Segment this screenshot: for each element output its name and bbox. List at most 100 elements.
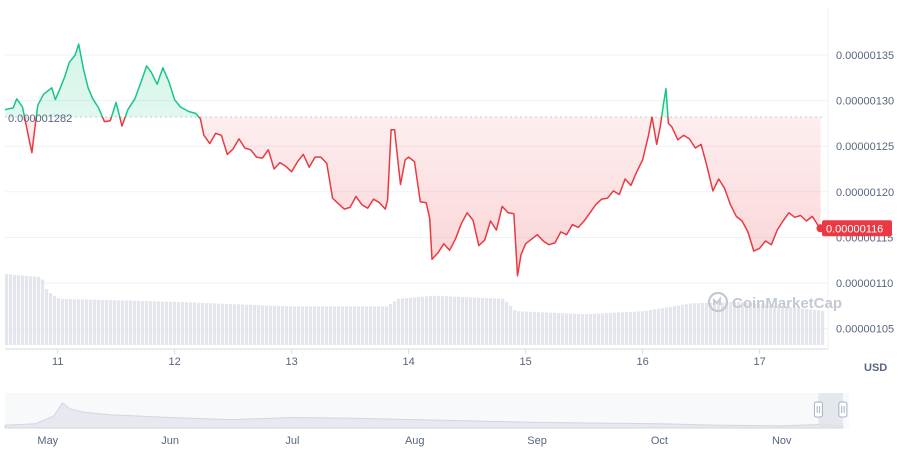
volume-bar	[137, 300, 141, 345]
volume-bar	[581, 314, 585, 345]
navigator-right-handle[interactable]	[838, 401, 848, 418]
volume-bar	[489, 298, 493, 345]
volume-bar	[765, 304, 769, 345]
y-tick-label: 0.00000110	[836, 278, 893, 290]
volume-bar	[165, 301, 169, 345]
volume-bar	[181, 302, 185, 345]
volume-bar	[533, 311, 537, 345]
volume-bar	[361, 306, 365, 345]
volume-bar	[297, 306, 301, 345]
volume-bar	[717, 302, 721, 345]
volume-bar	[149, 301, 153, 345]
volume-bar	[753, 303, 757, 345]
volume-bar	[541, 312, 545, 345]
volume-bar	[53, 295, 57, 345]
volume-bar	[501, 298, 505, 345]
volume-bar	[9, 274, 13, 345]
volume-bar	[113, 300, 117, 345]
volume-bar	[433, 295, 437, 345]
volume-bar	[385, 306, 389, 345]
volume-bar	[277, 305, 281, 345]
volume-bar	[329, 306, 333, 345]
navigator-left-handle[interactable]	[813, 401, 823, 418]
volume-bar	[157, 301, 161, 345]
volume-bar	[341, 306, 345, 345]
x-axis: 11 12 13 14 15 16 17	[5, 348, 828, 368]
volume-bar	[5, 274, 9, 345]
volume-bar	[301, 306, 305, 345]
volume-bar	[681, 304, 685, 345]
volume-bar	[93, 299, 97, 345]
volume-bar	[537, 312, 541, 345]
volume-bar	[493, 298, 497, 345]
volume-bar	[237, 304, 241, 345]
volume-bars	[5, 274, 825, 345]
volume-bar	[121, 300, 125, 345]
volume-bar	[129, 300, 133, 345]
volume-bar	[625, 312, 629, 345]
volume-bar	[553, 312, 557, 345]
volume-bar	[481, 297, 485, 345]
volume-bar	[233, 304, 237, 345]
volume-bar	[677, 305, 681, 345]
volume-bar	[453, 296, 457, 345]
volume-bar	[605, 313, 609, 345]
volume-bar	[617, 312, 621, 345]
x-tick-label: 12	[169, 356, 181, 368]
volume-bar	[389, 304, 393, 345]
volume-bar	[749, 303, 753, 345]
y-tick-label: 0.00000105	[836, 324, 894, 336]
volume-bar	[465, 297, 469, 345]
area-above-baseline	[5, 44, 668, 118]
volume-bar	[597, 313, 601, 345]
volume-bar	[169, 301, 173, 345]
volume-bar	[573, 313, 577, 345]
x-tick-label: 13	[286, 356, 298, 368]
volume-bar	[705, 302, 709, 345]
volume-bar	[557, 313, 561, 345]
volume-bar	[445, 296, 449, 345]
volume-bar	[357, 306, 361, 345]
volume-bar	[513, 310, 517, 345]
volume-bar	[421, 296, 425, 345]
volume-bar	[457, 296, 461, 345]
volume-bar	[745, 302, 749, 345]
volume-bar	[417, 297, 421, 345]
volume-bar	[393, 301, 397, 345]
coinmarketcap-logo-icon	[707, 291, 729, 313]
range-navigator[interactable]	[4, 393, 849, 429]
volume-bar	[65, 298, 69, 345]
volume-bar	[333, 306, 337, 345]
volume-bar	[101, 299, 105, 345]
y-tick-label: 0.00000120	[836, 187, 894, 199]
volume-bar	[57, 298, 61, 345]
volume-bar	[289, 306, 293, 345]
navigator-tick-label: Aug	[405, 435, 425, 447]
y-unit-label: USD	[864, 362, 887, 374]
volume-bar	[173, 301, 177, 345]
volume-bar	[441, 296, 445, 345]
volume-bar	[29, 276, 33, 345]
volume-bar	[77, 299, 81, 345]
volume-bar	[729, 302, 733, 345]
volume-bar	[661, 308, 665, 345]
volume-bar	[377, 306, 381, 345]
volume-bar	[461, 296, 465, 345]
volume-bar	[413, 297, 417, 345]
volume-bar	[89, 299, 93, 345]
navigator-series	[4, 402, 844, 429]
volume-bar	[321, 306, 325, 345]
volume-bar	[497, 298, 501, 345]
volume-bar	[521, 311, 525, 345]
volume-bar	[649, 310, 653, 345]
volume-bar	[545, 312, 549, 345]
x-tick-label: 17	[754, 356, 766, 368]
x-tick-label: 11	[52, 356, 63, 368]
volume-bar	[249, 304, 253, 345]
volume-bar	[673, 306, 677, 345]
volume-bar	[37, 276, 41, 345]
volume-bar	[69, 299, 73, 345]
volume-bar	[345, 306, 349, 345]
navigator-tick-label: Sep	[527, 435, 547, 447]
